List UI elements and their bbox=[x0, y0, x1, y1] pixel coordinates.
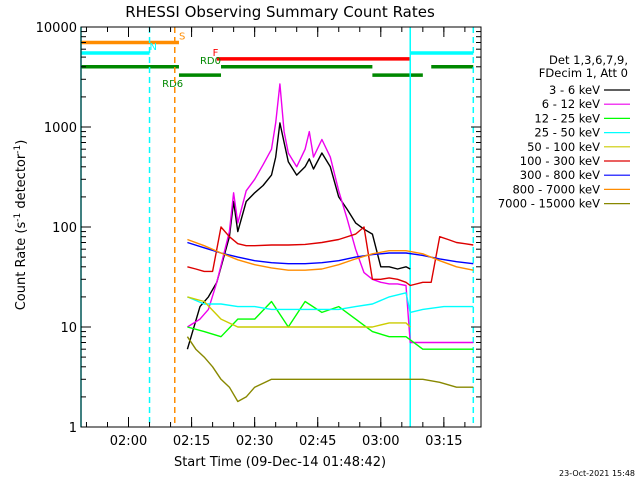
series-line bbox=[187, 296, 411, 328]
series-line bbox=[187, 292, 474, 314]
legend-header-2: FDecim 1, Att 0 bbox=[539, 66, 628, 80]
x-tick-label: 02:00 bbox=[110, 434, 147, 449]
x-tick-label: 02:15 bbox=[173, 434, 210, 449]
y-tick-label: 100 bbox=[52, 221, 77, 236]
series-line bbox=[186, 122, 411, 350]
series-line bbox=[186, 336, 474, 403]
legend-entry-label: 7000 - 15000 keV bbox=[498, 197, 600, 211]
series-line bbox=[187, 238, 474, 271]
y-tick-label: 1 bbox=[69, 421, 77, 436]
chart-title: RHESSI Observing Summary Count Rates bbox=[125, 3, 435, 21]
x-axis-ticks: 02:00 02:15 02:30 02:45 03:00 03:15 bbox=[85, 27, 466, 449]
flag-label: RD6 bbox=[162, 79, 183, 90]
series-line bbox=[187, 241, 474, 265]
legend-header-1: Det 1,3,6,7,9, bbox=[549, 53, 628, 67]
flag-label: S bbox=[179, 31, 185, 42]
legend-entry-label: 100 - 300 keV bbox=[520, 154, 600, 168]
x-tick-label: 03:00 bbox=[362, 434, 399, 449]
y-tick-label: 10000 bbox=[36, 21, 77, 36]
x-axis-label: Start Time (09-Dec-14 01:48:42) bbox=[174, 455, 386, 470]
y-axis-ticks: 1 10 100 1000 10000 bbox=[36, 21, 481, 436]
series-line bbox=[187, 226, 474, 287]
legend: Det 1,3,6,7,9, FDecim 1, Att 0 3 - 6 keV… bbox=[498, 53, 630, 211]
vertical-lines bbox=[80, 27, 475, 427]
footer-date: 23-Oct-2021 15:48 bbox=[559, 469, 635, 478]
legend-entry-label: 3 - 6 keV bbox=[549, 83, 600, 97]
legend-entry-label: 6 - 12 keV bbox=[542, 97, 600, 111]
x-tick-label: 02:45 bbox=[299, 434, 336, 449]
y-axis-label-sup1: -1 bbox=[13, 213, 23, 222]
y-axis-label: Count Rate (s-1 detector-1) bbox=[13, 140, 29, 311]
flag-label: F bbox=[213, 48, 219, 59]
y-axis-label-mid: detector bbox=[14, 153, 29, 213]
plot-frame bbox=[80, 26, 482, 428]
y-axis-label-sup2: -1 bbox=[13, 145, 23, 154]
y-tick-label: 1000 bbox=[44, 121, 77, 136]
flag-label: N bbox=[150, 42, 157, 53]
legend-entry-label: 12 - 25 keV bbox=[534, 111, 600, 125]
x-tick-label: 02:30 bbox=[236, 434, 273, 449]
flag-label: RD0 bbox=[200, 56, 221, 67]
legend-entry-label: 50 - 100 keV bbox=[527, 140, 600, 154]
legend-entry-label: 25 - 50 keV bbox=[534, 126, 600, 140]
series-lines bbox=[186, 83, 474, 403]
series-line bbox=[187, 83, 474, 344]
y-axis-label-end: ) bbox=[14, 140, 29, 145]
x-tick-label: 03:15 bbox=[425, 434, 462, 449]
legend-entry-label: 300 - 800 keV bbox=[520, 168, 600, 182]
legend-entry-label: 800 - 7000 keV bbox=[512, 182, 600, 196]
y-tick-label: 10 bbox=[60, 321, 77, 336]
y-axis-label-main: Count Rate (s bbox=[14, 222, 29, 311]
